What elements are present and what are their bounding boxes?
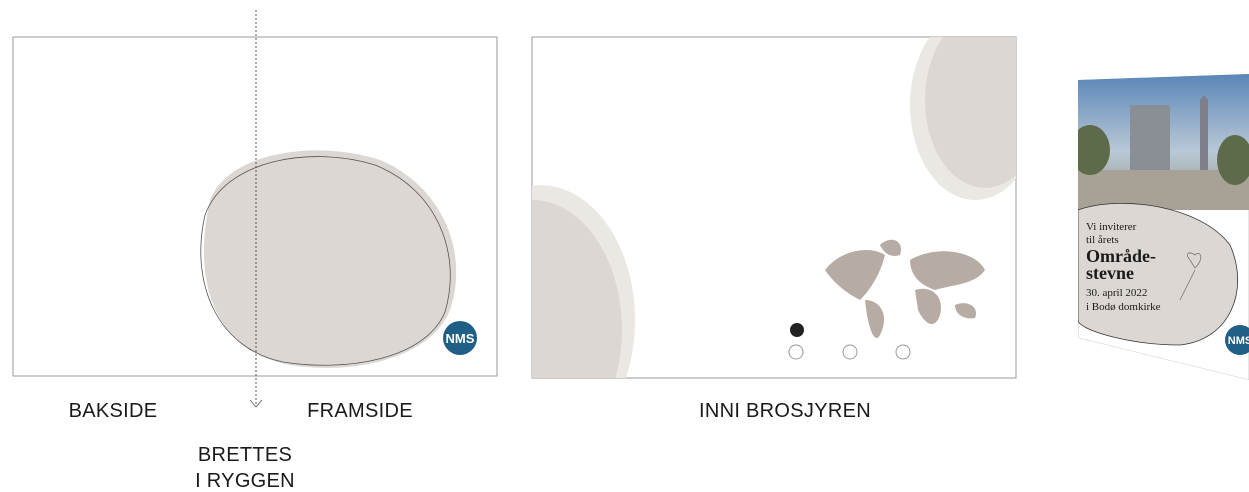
logo: NMS	[1228, 335, 1249, 347]
brochure-details: i Bodø domkirke	[1086, 301, 1161, 313]
logo: NMS	[446, 331, 475, 346]
page: {"labels":{"back":"BAKSIDE","front":"FRA…	[0, 0, 1249, 492]
template-preview: NMS Vi invite	[0, 0, 1249, 492]
cover-spread: NMS	[13, 37, 497, 376]
back-label: BAKSIDE	[69, 400, 158, 422]
front-label: FRAMSIDE	[307, 400, 413, 422]
brochure-intro: Vi inviterer	[1086, 221, 1137, 233]
brochure-mockup: Vi inviterer til årets Område- stevne 30…	[1070, 74, 1249, 380]
fold-label: I RYGGEN	[195, 470, 295, 492]
fold-label: BRETTES	[198, 444, 292, 466]
inside-label: INNI BROSJYREN	[699, 400, 871, 422]
inside-spread	[442, 10, 1045, 460]
brochure-intro: til årets	[1086, 234, 1119, 246]
brochure-details: 30. april 2022	[1086, 287, 1147, 299]
brochure-title: stevne	[1086, 263, 1134, 283]
